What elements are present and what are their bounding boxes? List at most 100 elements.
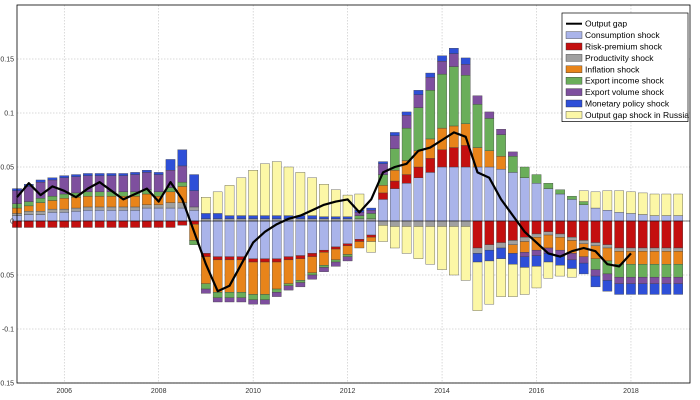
bar-segment: [637, 251, 648, 265]
bar-segment: [602, 210, 613, 222]
bar-segment: [342, 216, 353, 220]
bar-segment: [460, 75, 471, 124]
bar-segment: [578, 204, 589, 222]
x-tick-label: 2016: [529, 388, 545, 395]
bar-segment: [271, 258, 282, 263]
bar-segment: [94, 191, 105, 197]
bar-segment: [331, 259, 341, 263]
bar-segment: [319, 184, 329, 217]
bar-segment: [295, 220, 306, 256]
bar-segment: [47, 195, 58, 201]
bar-segment: [425, 220, 436, 227]
bar-segment: [59, 220, 70, 228]
bar-segment: [508, 240, 518, 245]
bar-segment: [508, 151, 518, 157]
bar-segment: [118, 173, 129, 176]
bar-segment: [319, 249, 329, 253]
bar-segment: [649, 283, 660, 295]
bar-segment: [165, 220, 176, 228]
bar-segment: [496, 156, 506, 170]
bar-segment: [543, 220, 554, 232]
bar-segment: [578, 190, 589, 202]
bar-segment: [212, 191, 223, 214]
bar-segment: [578, 201, 589, 205]
bar-segment: [519, 237, 530, 242]
bar-segment: [413, 107, 424, 151]
bar-segment: [673, 220, 683, 249]
bar-segment: [531, 255, 542, 267]
bar-segment: [484, 150, 495, 168]
bar-segment: [130, 172, 140, 175]
bar-segment: [83, 206, 93, 211]
bar-segment: [578, 256, 589, 264]
bar-segment: [35, 211, 46, 215]
bar-segment: [283, 259, 294, 284]
bar-segment: [401, 174, 412, 184]
bar-segment: [47, 177, 58, 181]
bar-segment: [496, 247, 506, 259]
bar-segment: [307, 177, 317, 216]
bar-segment: [531, 183, 542, 222]
bar-segment: [614, 190, 624, 213]
bar-segment: [449, 226, 459, 276]
bar-segment: [212, 256, 223, 261]
bar-segment: [331, 248, 341, 261]
bar-segment: [614, 283, 624, 295]
bar-segment: [189, 210, 199, 222]
bar-segment: [224, 292, 235, 298]
bar-segment: [508, 220, 518, 241]
legend-label: Consumption shock: [585, 30, 660, 40]
bar-segment: [24, 211, 34, 215]
bar-segment: [437, 73, 447, 129]
bar-segment: [390, 180, 400, 189]
bar-segment: [590, 269, 601, 277]
bar-segment: [177, 181, 188, 187]
legend-label: Output gap shock in Russia: [585, 110, 689, 120]
bar-segment: [390, 188, 400, 222]
bar-segment: [626, 276, 636, 284]
bar-segment: [142, 207, 152, 222]
bar-segment: [94, 195, 105, 208]
bar-segment: [354, 220, 365, 240]
bar-segment: [449, 147, 459, 168]
stacked-bars: [12, 48, 683, 311]
bar-segment: [602, 244, 613, 249]
bar-segment: [24, 201, 34, 207]
bar-segment: [626, 220, 636, 249]
bar-segment: [307, 220, 317, 254]
bar-segment: [201, 220, 211, 254]
bar-segment: [153, 207, 164, 222]
bar-segment: [496, 129, 506, 135]
bar-segment: [71, 211, 81, 222]
bar-segment: [83, 173, 93, 176]
bar-segment: [366, 220, 376, 236]
bar-segment: [307, 272, 317, 276]
bar-segment: [602, 280, 613, 292]
bar-segment: [295, 280, 306, 283]
bar-segment: [71, 220, 81, 228]
bar-segment: [555, 265, 565, 277]
bar-segment: [295, 172, 306, 216]
bar-segment: [390, 132, 400, 136]
bar-segment: [649, 276, 660, 284]
bar-segment: [590, 275, 601, 288]
bar-segment: [130, 174, 140, 193]
bar-segment: [472, 247, 483, 254]
bar-segment: [248, 170, 258, 216]
bar-segment: [319, 267, 329, 272]
bar-segment: [118, 191, 129, 197]
legend-label: Export income shock: [585, 76, 665, 86]
bar-segment: [378, 185, 388, 194]
legend-label: Export volume shock: [585, 87, 665, 97]
bar-segment: [531, 220, 542, 235]
bar-segment: [519, 241, 530, 253]
bar-segment: [177, 220, 188, 226]
bar-segment: [484, 111, 495, 119]
y-axis-ticks: -0.15 -0.1 -0.05 0 0.05 0.1 0.15: [0, 57, 14, 388]
bar-segment: [425, 158, 436, 173]
bar-segment: [236, 177, 247, 216]
y-tick-label: -0.15: [0, 381, 14, 388]
bar-segment: [567, 237, 577, 241]
bar-segment: [248, 215, 258, 220]
bar-segment: [212, 292, 223, 298]
